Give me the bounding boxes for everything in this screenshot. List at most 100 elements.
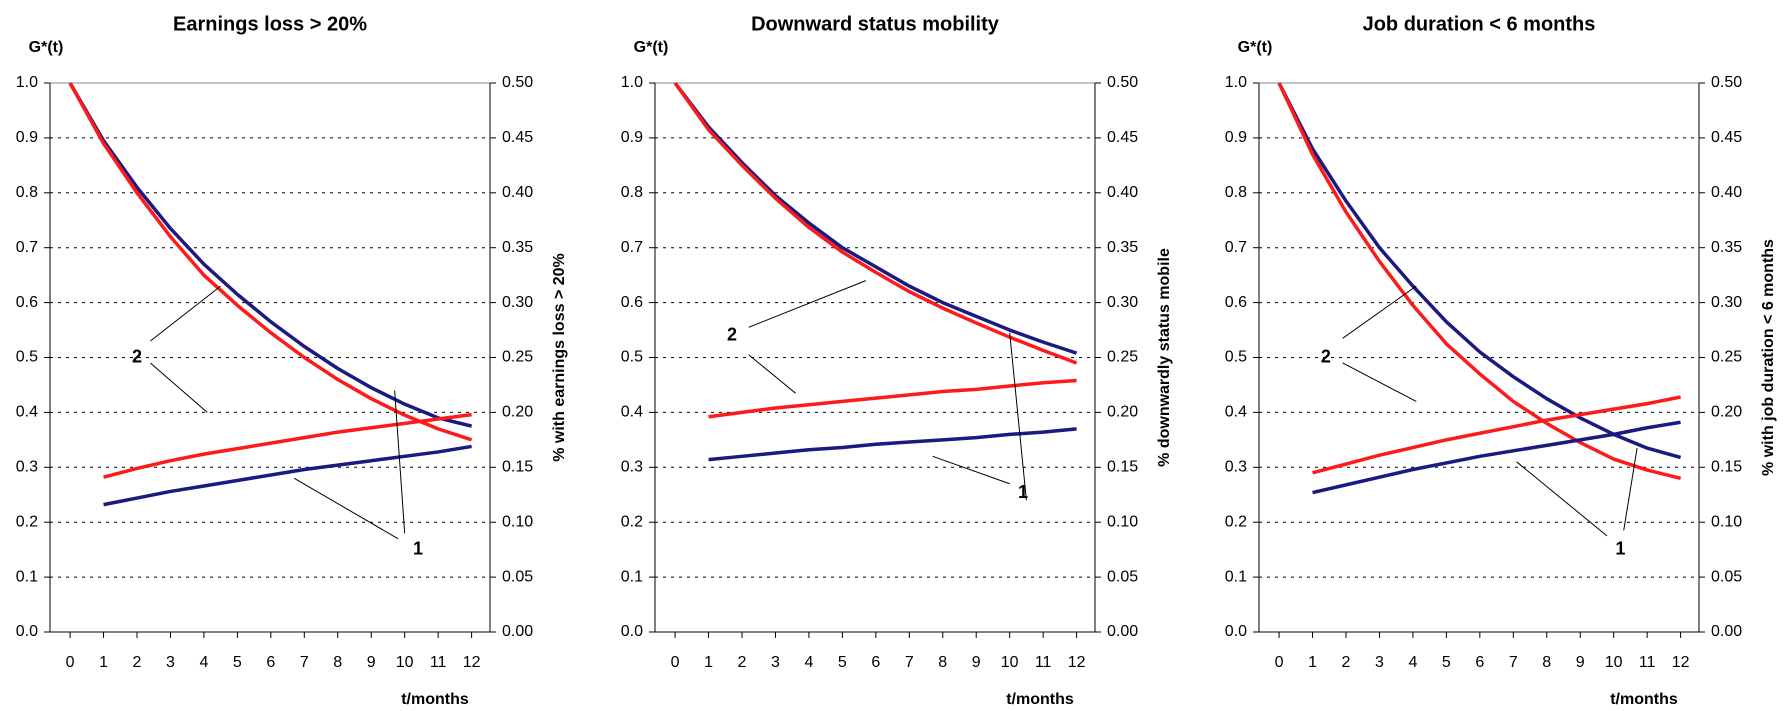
y-tick-label: 0.3 [16,459,38,476]
chart-title: Earnings loss > 20% [173,13,367,35]
x-tick-label: 12 [1068,654,1086,671]
x-tick-label: 2 [1342,654,1351,671]
y-tick-label: 0.0 [1225,623,1247,640]
annotation: 2 [132,346,142,366]
line-series [673,81,1078,365]
x-tick-label: 11 [430,654,447,671]
y2-tick-label: 0.30 [502,294,533,311]
y-axis-label: G*(t) [634,39,669,56]
x-tick-label: 6 [871,654,880,671]
y-tick-label: 0.7 [1225,239,1247,256]
x-tick-label: 7 [1509,654,1518,671]
leader-line [150,285,221,342]
y2-axis-label: % with job duration < 6 months [1760,239,1777,476]
x-tick-label: 4 [199,654,208,671]
leader-line [748,354,796,394]
line-series [103,412,472,479]
y2-tick-label: 0.00 [1711,623,1742,640]
annotation: 2 [727,324,737,344]
y2-tick-label: 0.20 [502,404,533,421]
x-tick-label: 7 [300,654,309,671]
y2-tick-label: 0.25 [1711,349,1742,366]
y2-tick-label: 0.50 [1107,74,1138,91]
y2-tick-label: 0.45 [1711,129,1742,146]
x-tick-label: 0 [1275,654,1284,671]
y-tick-label: 0.0 [621,623,643,640]
x-tick-label: 10 [1001,654,1019,671]
x-tick-label: 2 [738,654,747,671]
y2-tick-label: 0.15 [1107,459,1138,476]
line-series [1277,82,1682,460]
y2-tick-label: 0.40 [1107,184,1138,201]
line-series [708,427,1077,462]
y-tick-label: 0.5 [1225,349,1247,366]
x-tick-label: 9 [972,654,981,671]
x-tick-label: 12 [1672,654,1690,671]
x-tick-label: 3 [166,654,175,671]
x-tick-label: 1 [704,654,713,671]
x-tick-label: 2 [133,654,142,671]
y2-axis-label: % downwardly status mobile [1156,248,1173,467]
line-series [673,81,1078,355]
y2-tick-label: 0.20 [1711,404,1742,421]
x-tick-label: 9 [367,654,376,671]
leader-line [1342,285,1417,339]
y-tick-label: 0.1 [16,568,38,585]
y-tick-label: 0.9 [1225,129,1247,146]
y2-tick-label: 0.05 [1711,568,1742,585]
y2-tick-label: 0.00 [1107,623,1138,640]
y2-tick-label: 0.50 [1711,74,1742,91]
y-tick-label: 1.0 [1225,74,1247,91]
y-tick-label: 0.2 [621,513,643,530]
y2-tick-label: 0.40 [1711,184,1742,201]
annotation: 2 [1321,346,1331,366]
line-series [1312,395,1681,475]
y2-tick-label: 0.15 [502,459,533,476]
y-tick-label: 1.0 [16,74,38,91]
y-tick-label: 0.8 [1225,184,1247,201]
y2-tick-label: 0.10 [502,513,533,530]
y2-tick-label: 0.05 [1107,568,1138,585]
y-tick-label: 0.6 [1225,294,1247,311]
x-tick-label: 5 [838,654,847,671]
x-tick-label: 6 [1475,654,1484,671]
y-tick-label: 0.5 [621,349,643,366]
y2-tick-label: 0.10 [1711,513,1742,530]
y-tick-label: 0.8 [16,184,38,201]
y2-tick-label: 0.10 [1107,513,1138,530]
y-tick-label: 0.4 [621,404,643,421]
x-tick-label: 11 [1639,654,1656,671]
x-tick-label: 3 [1375,654,1384,671]
x-tick-label: 1 [99,654,108,671]
x-tick-label: 0 [671,654,680,671]
y2-tick-label: 0.45 [502,129,533,146]
leader-line [294,477,399,540]
y2-tick-label: 0.40 [502,184,533,201]
y2-tick-label: 0.35 [1711,239,1742,256]
x-tick-label: 6 [266,654,275,671]
x-tick-label: 1 [1308,654,1317,671]
y-tick-label: 0.6 [16,294,38,311]
y2-tick-label: 0.20 [1107,404,1138,421]
y2-tick-label: 0.30 [1711,294,1742,311]
x-axis-label: t/months [1006,691,1074,708]
y2-tick-label: 0.45 [1107,129,1138,146]
leader-line [748,280,866,328]
x-axis-label: t/months [1610,691,1678,708]
x-axis-label: t/months [401,691,469,708]
y2-tick-label: 0.50 [502,74,533,91]
chart-title: Job duration < 6 months [1363,13,1596,35]
y-tick-label: 0.0 [16,623,38,640]
y2-axis-label: % with earnings loss > 20% [551,253,568,462]
y-tick-label: 0.3 [621,459,643,476]
x-tick-label: 0 [66,654,75,671]
y-tick-label: 0.7 [621,239,643,256]
x-tick-label: 12 [463,654,481,671]
x-tick-label: 10 [396,654,414,671]
line-series [1277,82,1682,480]
y-tick-label: 0.4 [1225,404,1247,421]
x-tick-label: 11 [1035,654,1052,671]
y-tick-label: 0.9 [16,129,38,146]
x-tick-label: 9 [1576,654,1585,671]
